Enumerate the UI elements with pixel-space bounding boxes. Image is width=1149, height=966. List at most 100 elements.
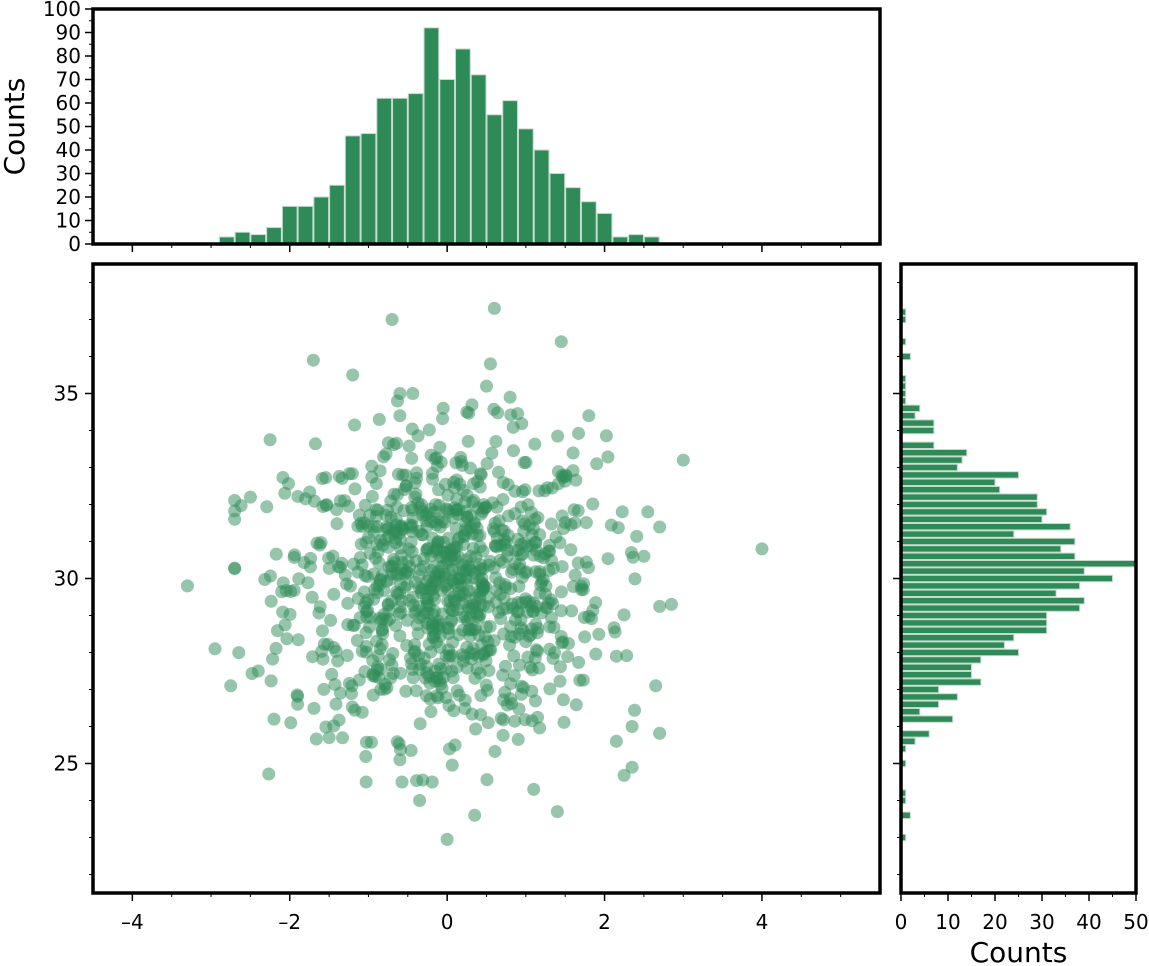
scatter-point — [442, 699, 456, 713]
scatter-point — [408, 575, 422, 589]
scatter-point — [554, 335, 568, 349]
right-histogram-bar — [900, 574, 1113, 583]
scatter-point — [608, 625, 622, 639]
scatter-point — [290, 688, 304, 702]
scatter-point — [305, 590, 319, 604]
scatter-point — [548, 646, 562, 660]
scatter-point — [516, 547, 530, 561]
scatter-point — [443, 649, 457, 663]
right-histogram-bar — [900, 537, 1076, 546]
scatter-point — [401, 554, 415, 568]
scatter-point — [554, 604, 568, 618]
scatter-point — [601, 552, 615, 566]
scatter-point — [467, 493, 481, 507]
scatter-point — [291, 489, 305, 503]
scatter-point — [287, 583, 301, 597]
scatter-point — [461, 434, 475, 448]
scatter-point — [466, 642, 480, 656]
scatter-point — [427, 560, 441, 574]
scatter-point — [544, 517, 558, 531]
scatter-point — [435, 607, 449, 621]
y-tick-label: 40 — [56, 138, 81, 162]
scatter-point — [429, 518, 443, 532]
x-tick-label: 50 — [1123, 910, 1148, 934]
scatter-point — [408, 490, 422, 504]
top-histogram-bar — [549, 173, 566, 245]
top-histogram-frame — [91, 7, 882, 246]
scatter-point — [456, 610, 470, 624]
scatter-point — [492, 605, 506, 619]
right-histogram-bars — [900, 308, 1137, 842]
scatter-point — [561, 650, 575, 664]
scatter-point — [436, 412, 450, 426]
scatter-point — [517, 517, 531, 531]
scatter-point — [516, 681, 530, 695]
scatter-point — [585, 612, 599, 626]
right-histogram-bar — [900, 619, 1048, 627]
scatter-point — [491, 465, 505, 479]
scatter-point — [378, 677, 392, 691]
scatter-point — [556, 693, 570, 707]
scatter-point — [342, 467, 356, 481]
scatter-point — [554, 630, 568, 644]
scatter-point — [507, 649, 521, 663]
top-histogram-bar — [517, 128, 534, 245]
scatter-point — [422, 423, 436, 437]
scatter-point — [326, 549, 340, 563]
x-tick-label: 2 — [598, 910, 611, 934]
scatter-point — [433, 440, 447, 454]
scatter-point — [264, 674, 278, 688]
scatter-point — [615, 505, 629, 519]
right-histogram-bar — [900, 671, 972, 679]
scatter-point — [599, 429, 613, 443]
scatter-point — [317, 682, 331, 696]
top-histogram-bar — [407, 93, 424, 245]
scatter-point — [469, 550, 483, 564]
scatter-point — [433, 673, 447, 687]
scatter-points — [180, 301, 769, 846]
scatter-point — [527, 605, 541, 619]
x-tick-label: –4 — [121, 910, 144, 934]
scatter-point — [641, 505, 655, 519]
scatter-point — [371, 545, 385, 559]
scatter-point — [514, 537, 528, 551]
scatter-point — [436, 401, 450, 415]
scatter-point — [422, 637, 436, 651]
top-histogram-bar — [502, 100, 518, 245]
scatter-point — [480, 773, 494, 787]
right-histogram-bar — [900, 552, 1076, 560]
right-histogram-bar — [900, 471, 1019, 479]
scatter-point — [445, 603, 459, 617]
scatter-point — [341, 596, 355, 610]
scatter-point — [390, 735, 404, 749]
scatter-point — [550, 805, 564, 819]
scatter-point — [399, 468, 413, 482]
scatter-point — [390, 500, 404, 514]
scatter-point — [441, 531, 455, 545]
right-histogram-bar — [900, 545, 1062, 553]
scatter-point — [327, 587, 341, 601]
x-tick-label: 20 — [982, 910, 1007, 934]
scatter-point — [263, 569, 277, 583]
scatter-point — [511, 732, 525, 746]
scatter-point — [601, 450, 615, 464]
scatter-point — [405, 422, 419, 436]
scatter-point — [276, 470, 290, 484]
scatter-point — [459, 504, 473, 518]
scatter-point — [342, 499, 356, 513]
scatter-point — [440, 832, 454, 846]
scatter-axes: –4 –2 0 2 4 25 30 35 — [54, 282, 842, 934]
scatter-point — [478, 501, 492, 515]
top-histogram-bar — [376, 97, 393, 245]
scatter-point — [409, 604, 423, 618]
scatter-point — [330, 503, 344, 517]
top-histogram-bar — [344, 135, 361, 245]
right-histogram-bar — [900, 486, 1001, 494]
top-histogram-bar — [486, 114, 503, 245]
scatter-point — [528, 437, 542, 451]
scatter-point — [380, 574, 394, 588]
scatter-point — [443, 742, 457, 756]
scatter-point — [582, 561, 596, 575]
scatter-point — [404, 535, 418, 549]
